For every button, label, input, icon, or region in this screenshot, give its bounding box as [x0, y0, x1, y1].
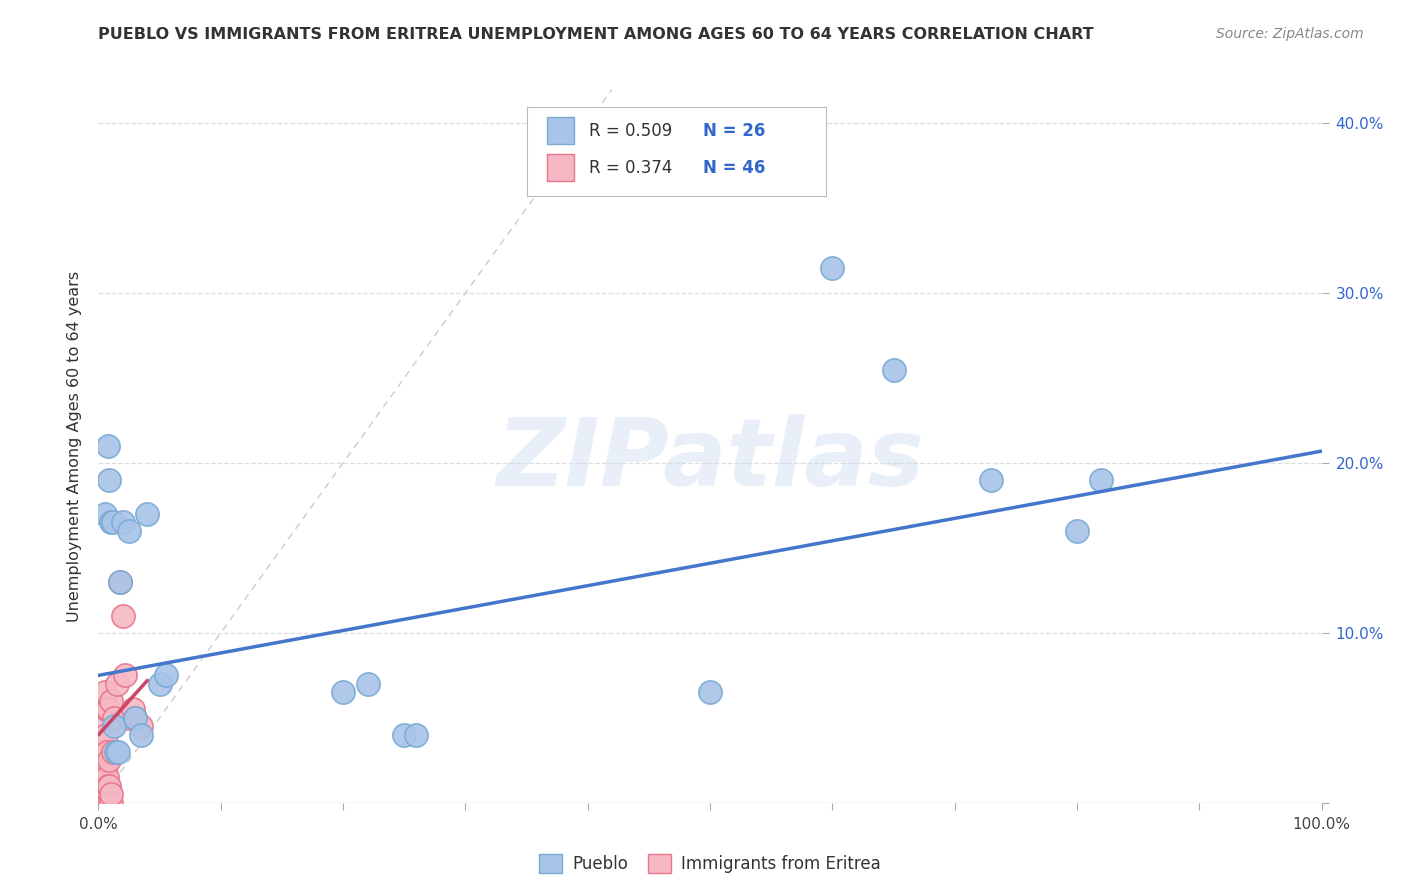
- Point: [93, 711, 115, 725]
- Text: N = 46: N = 46: [703, 159, 765, 177]
- Point: [118, 711, 141, 725]
- Point: [392, 728, 416, 742]
- Text: N = 26: N = 26: [703, 121, 765, 139]
- Point: [124, 711, 146, 725]
- Point: [91, 796, 114, 810]
- Point: [98, 753, 121, 767]
- Bar: [547, 117, 574, 145]
- Legend: Pueblo, Immigrants from Eritrea: Pueblo, Immigrants from Eritrea: [533, 847, 887, 880]
- Point: [93, 796, 115, 810]
- Point: [91, 762, 114, 776]
- Point: [100, 796, 122, 810]
- Text: PUEBLO VS IMMIGRANTS FROM ERITREA UNEMPLOYMENT AMONG AGES 60 TO 64 YEARS CORRELA: PUEBLO VS IMMIGRANTS FROM ERITREA UNEMPL…: [98, 27, 1094, 42]
- Bar: [547, 154, 574, 181]
- Point: [107, 745, 129, 759]
- Point: [821, 260, 844, 275]
- Point: [93, 736, 115, 750]
- Point: [93, 787, 115, 801]
- Point: [94, 779, 117, 793]
- Point: [94, 787, 117, 801]
- Point: [129, 719, 152, 733]
- Point: [96, 745, 118, 759]
- Point: [124, 711, 146, 725]
- Point: [93, 762, 115, 776]
- Point: [110, 574, 132, 589]
- Text: R = 0.509: R = 0.509: [589, 121, 672, 139]
- Point: [98, 779, 121, 793]
- Point: [96, 796, 118, 810]
- Point: [111, 516, 134, 530]
- Point: [93, 685, 115, 699]
- Point: [1090, 473, 1112, 487]
- FancyBboxPatch shape: [526, 107, 827, 196]
- Point: [94, 796, 117, 810]
- Point: [100, 787, 122, 801]
- Point: [1066, 524, 1088, 538]
- Point: [136, 507, 159, 521]
- Point: [97, 439, 120, 453]
- Point: [97, 779, 120, 793]
- Point: [98, 473, 121, 487]
- Point: [91, 779, 114, 793]
- Point: [97, 702, 120, 716]
- Point: [97, 796, 120, 810]
- Point: [883, 362, 905, 376]
- Point: [356, 677, 378, 691]
- Text: R = 0.374: R = 0.374: [589, 159, 672, 177]
- Point: [105, 677, 128, 691]
- Text: Source: ZipAtlas.com: Source: ZipAtlas.com: [1216, 27, 1364, 41]
- Point: [91, 745, 114, 759]
- Point: [101, 745, 124, 759]
- Point: [103, 719, 125, 733]
- Point: [121, 702, 143, 716]
- Point: [114, 668, 136, 682]
- Point: [93, 779, 115, 793]
- Point: [93, 507, 115, 521]
- Point: [91, 779, 114, 793]
- Point: [111, 608, 134, 623]
- Point: [91, 787, 114, 801]
- Point: [129, 728, 152, 742]
- Point: [155, 668, 177, 682]
- Point: [91, 787, 114, 801]
- Point: [91, 796, 114, 810]
- Point: [98, 796, 121, 810]
- Point: [699, 685, 721, 699]
- Text: ZIPatlas: ZIPatlas: [496, 414, 924, 507]
- Point: [118, 524, 141, 538]
- Point: [110, 574, 132, 589]
- Point: [101, 516, 124, 530]
- Point: [96, 702, 118, 716]
- Point: [332, 685, 354, 699]
- Point: [96, 787, 118, 801]
- Point: [103, 711, 125, 725]
- Point: [94, 728, 117, 742]
- Y-axis label: Unemployment Among Ages 60 to 64 years: Unemployment Among Ages 60 to 64 years: [67, 270, 83, 622]
- Point: [405, 728, 427, 742]
- Point: [91, 770, 114, 784]
- Point: [94, 753, 117, 767]
- Point: [104, 745, 127, 759]
- Point: [980, 473, 1002, 487]
- Point: [100, 516, 122, 530]
- Point: [149, 677, 172, 691]
- Point: [96, 770, 118, 784]
- Point: [94, 702, 117, 716]
- Point: [100, 694, 122, 708]
